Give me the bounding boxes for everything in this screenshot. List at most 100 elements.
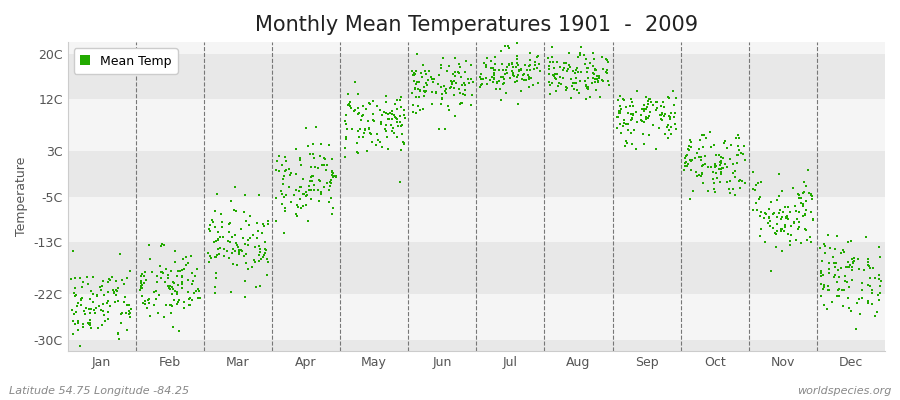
Point [792,219,806,225]
Point [530,65,544,71]
Point [814,293,828,299]
Point [510,39,525,46]
Point [499,67,513,73]
Point [241,242,256,248]
Point [707,186,722,192]
Point [111,331,125,338]
Point [780,214,795,220]
Point [730,132,744,138]
Point [655,117,670,124]
Point [184,280,199,287]
Point [586,75,600,81]
Point [107,289,122,295]
Point [296,191,310,197]
Point [861,298,876,304]
Point [522,63,536,69]
Point [832,293,846,299]
Point [704,163,718,170]
Point [239,260,254,266]
Point [566,68,580,74]
Point [253,283,267,290]
Point [426,78,440,85]
Point [569,80,583,86]
Point [355,113,369,120]
Point [66,247,80,254]
Point [802,189,816,196]
Point [692,172,706,178]
Point [749,182,763,188]
Point [580,68,594,75]
Point [474,76,489,82]
Point [95,301,110,307]
Point [664,130,679,137]
Point [637,141,652,148]
Point [245,264,259,270]
Point [260,272,274,278]
Point [93,283,107,290]
Point [249,220,264,226]
Point [510,100,525,107]
Point [510,60,525,66]
Point [304,172,319,179]
Point [69,292,84,298]
Point [453,101,467,108]
Point [134,293,148,300]
Point [567,80,581,87]
Point [458,87,473,93]
Point [758,210,772,217]
Point [713,179,727,185]
Point [464,92,479,98]
Point [868,275,882,282]
Point [356,112,370,118]
Point [396,138,410,145]
Point [729,135,743,141]
Point [374,144,389,150]
Point [624,130,638,136]
Point [712,152,726,158]
Point [171,282,185,288]
Point [653,102,668,109]
Point [560,68,574,74]
Point [407,78,421,84]
Point [343,102,357,109]
Point [150,272,165,279]
Point [109,292,123,298]
Point [83,317,97,324]
Point [866,265,880,272]
Point [653,112,668,118]
Point [780,230,795,237]
Point [775,188,789,194]
Point [418,80,433,86]
Point [842,262,857,268]
Point [600,66,615,73]
Point [371,137,385,144]
Point [716,164,730,171]
Point [169,300,184,307]
Point [317,162,331,168]
Point [559,84,573,91]
Point [772,193,787,200]
Point [346,108,361,114]
Point [296,176,310,182]
Point [155,268,169,275]
Point [680,163,694,169]
Point [338,144,352,151]
Point [745,186,760,192]
Point [312,153,327,160]
Point [249,284,264,290]
Point [326,170,340,176]
Point [814,273,829,280]
Point [465,79,480,85]
Point [845,266,859,273]
Point [64,276,78,282]
Point [209,270,223,276]
Point [580,65,594,71]
Point [357,126,372,132]
Point [444,84,458,90]
Point [261,221,275,227]
Point [378,126,392,132]
Point [317,154,331,161]
Point [728,167,742,174]
Point [637,101,652,108]
Point [844,308,859,314]
